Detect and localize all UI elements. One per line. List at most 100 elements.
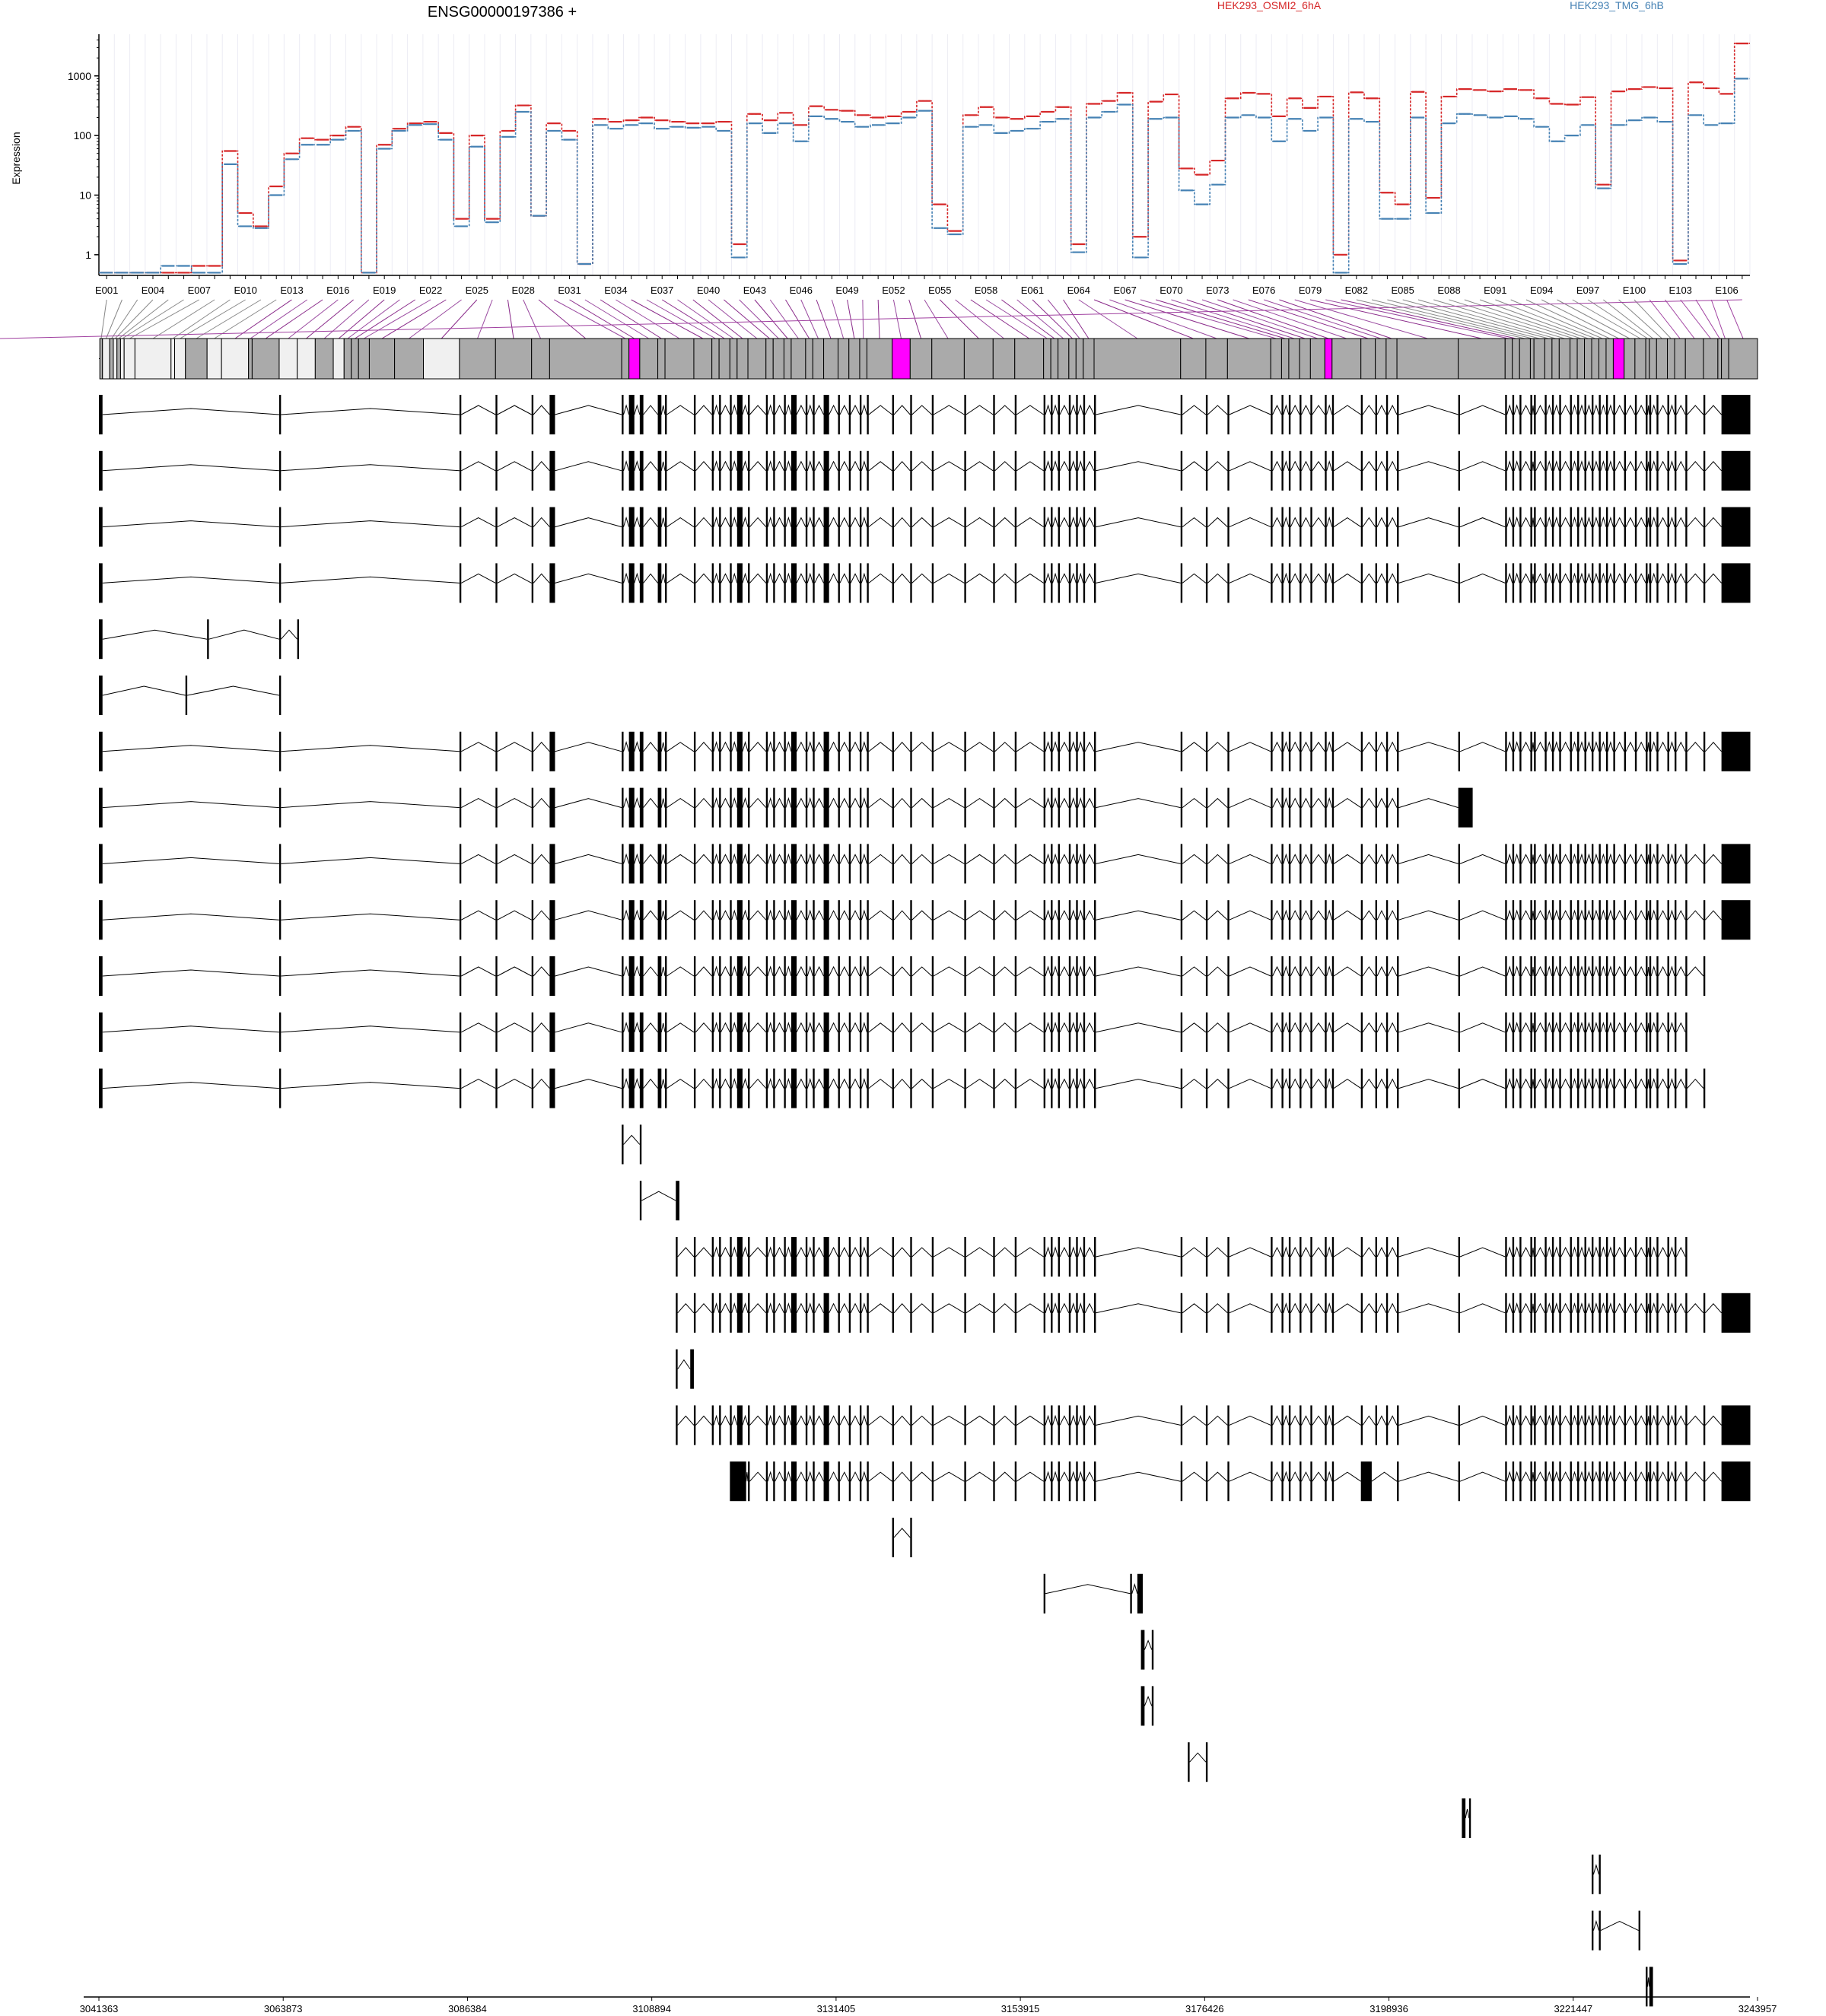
intron-line <box>839 517 850 527</box>
intron-line <box>1586 741 1592 752</box>
exon-connector <box>646 299 716 339</box>
exon-block <box>910 1293 912 1333</box>
exon-block <box>1051 450 1053 491</box>
exon-block <box>1599 1461 1601 1502</box>
intron-line <box>1506 1022 1513 1032</box>
exon-block <box>693 1405 696 1445</box>
intron-line <box>1398 1471 1459 1482</box>
exon-block <box>693 563 696 603</box>
intron-line <box>1571 1414 1578 1426</box>
exon-block <box>848 450 851 491</box>
intron-line <box>1625 741 1636 752</box>
exon-block <box>892 1405 894 1445</box>
exon-block <box>1685 507 1688 547</box>
exon-region <box>278 338 298 380</box>
exon-block <box>1605 1293 1608 1333</box>
intron-line <box>1052 404 1059 415</box>
exon-block <box>1083 1237 1086 1277</box>
exon-block <box>1205 1742 1208 1782</box>
intron-line <box>749 461 767 472</box>
exon-block <box>1605 956 1608 996</box>
exon-block <box>1068 1293 1071 1333</box>
exon-block <box>1530 900 1532 940</box>
exon-block <box>1051 1461 1053 1502</box>
exon-block <box>773 563 775 603</box>
exon-block <box>99 676 103 715</box>
exon-tick-label: E085 <box>1392 285 1414 296</box>
exon-block <box>628 731 635 771</box>
exon-connector <box>1140 299 1277 339</box>
intron-line <box>933 1079 965 1089</box>
intron-line <box>643 910 658 921</box>
exon-block <box>736 450 743 491</box>
exon-connector <box>152 299 215 339</box>
exon-block <box>1624 1237 1627 1277</box>
intron-line <box>731 572 738 583</box>
intron-line <box>785 1246 792 1258</box>
exon-block <box>1646 395 1648 434</box>
exon-block <box>1151 1630 1154 1670</box>
exon-block <box>736 507 743 547</box>
intron-line <box>1045 1471 1051 1482</box>
intron-line <box>1614 1471 1625 1482</box>
intron-line <box>850 404 861 415</box>
exon-block <box>549 731 555 771</box>
intron-line <box>1333 573 1361 583</box>
exon-block <box>1043 1405 1046 1445</box>
intron-line <box>1070 1246 1077 1258</box>
exon-block <box>278 395 282 434</box>
intron-line <box>893 854 911 864</box>
exon-block <box>622 900 624 940</box>
intron-line <box>1704 517 1722 527</box>
exon-block <box>693 507 696 547</box>
exon-block <box>1613 395 1615 434</box>
exon-block <box>628 787 635 828</box>
exon-block <box>1043 1237 1046 1277</box>
intron-line <box>1387 741 1398 752</box>
exon-block <box>813 563 815 603</box>
intron-line <box>666 797 695 809</box>
exon-block <box>1375 844 1378 884</box>
intron-line <box>1326 1302 1333 1313</box>
intron-line <box>1096 1471 1181 1482</box>
exon-block <box>1667 900 1669 940</box>
exon-block <box>1570 1461 1572 1502</box>
exon-block <box>859 1293 862 1333</box>
intron-line <box>1207 742 1228 752</box>
exon-block <box>1570 900 1572 940</box>
exon-block <box>1281 1012 1284 1052</box>
intron-line <box>850 910 861 921</box>
exon-block <box>1613 1068 1615 1108</box>
exon-block <box>1534 1405 1536 1445</box>
exon-block <box>1613 1012 1615 1052</box>
exon-tick-label: E052 <box>882 285 905 296</box>
exon-block <box>693 787 696 828</box>
intron-line <box>749 573 767 583</box>
intron-line <box>1182 1247 1207 1258</box>
intron-line <box>749 910 767 921</box>
exon-block <box>657 450 662 491</box>
intron-line <box>1521 1415 1531 1426</box>
intron-line <box>796 797 806 808</box>
exon-block <box>1685 1068 1688 1108</box>
genomic-tick-label: 3176426 <box>1185 2003 1224 2014</box>
intron-line <box>796 573 806 583</box>
intron-line <box>666 966 695 977</box>
intron-line <box>1459 1022 1506 1033</box>
exon-block <box>1281 956 1284 996</box>
exon-region <box>628 338 641 380</box>
intron-line <box>1636 1078 1646 1089</box>
exon-block <box>1014 1012 1017 1052</box>
exon-block <box>1227 844 1230 884</box>
intron-line <box>1675 1246 1686 1258</box>
exon-block <box>711 1012 714 1052</box>
exon-block <box>1505 1237 1507 1277</box>
exon-block <box>784 1293 786 1333</box>
intron-line <box>666 517 695 528</box>
exon-block <box>859 900 862 940</box>
exon-connector <box>1294 299 1428 339</box>
exon-connector <box>661 299 725 339</box>
intron-line <box>1513 516 1520 527</box>
intron-line <box>1571 516 1578 527</box>
exon-block <box>1534 1237 1536 1277</box>
